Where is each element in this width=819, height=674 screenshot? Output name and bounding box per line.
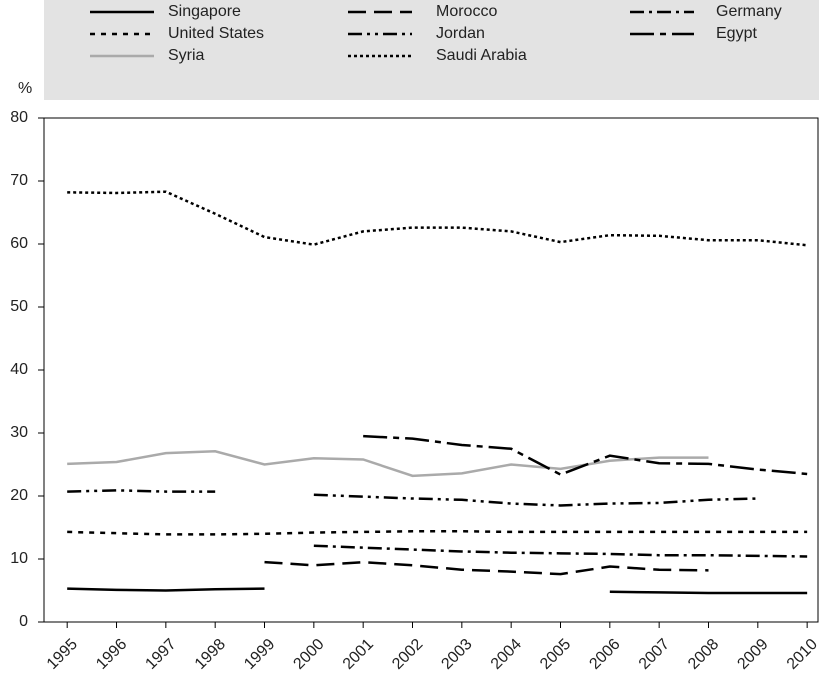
x-tick-label: 2005 xyxy=(537,636,574,673)
x-tick-label: 2008 xyxy=(685,636,722,673)
legend-label: Morocco xyxy=(436,3,497,20)
legend-label: Egypt xyxy=(716,25,757,42)
series-line xyxy=(67,190,808,247)
series-line xyxy=(264,560,709,576)
x-tick-label: 2010 xyxy=(784,636,819,673)
legend-label: Saudi Arabia xyxy=(436,47,527,64)
legend-label: United States xyxy=(168,25,264,42)
y-tick-label: 20 xyxy=(10,487,28,504)
x-tick-label: 1999 xyxy=(241,636,278,673)
x-tick-label: 2009 xyxy=(734,636,771,673)
x-tick-label: 2000 xyxy=(290,636,327,673)
x-tick-label: 2002 xyxy=(389,636,426,673)
x-tick-label: 2007 xyxy=(636,636,673,673)
x-tick-label: 2001 xyxy=(340,636,377,673)
y-axis-label: % xyxy=(18,80,32,97)
y-tick-label: 40 xyxy=(10,361,28,378)
x-tick-label: 1996 xyxy=(93,636,130,673)
legend-label: Singapore xyxy=(168,3,241,20)
y-tick-label: 60 xyxy=(10,235,28,252)
y-tick-label: 30 xyxy=(10,424,28,441)
y-tick-label: 10 xyxy=(10,550,28,567)
series-line xyxy=(67,587,808,595)
x-tick-label: 1995 xyxy=(44,636,81,673)
x-tick-label: 1998 xyxy=(192,636,229,673)
legend-label: Jordan xyxy=(436,25,485,42)
legend-box xyxy=(44,0,819,100)
y-tick-label: 80 xyxy=(10,109,28,126)
y-tick-label: 70 xyxy=(10,172,28,189)
y-tick-label: 0 xyxy=(19,613,28,630)
series-line xyxy=(67,489,758,507)
legend-label: Germany xyxy=(716,3,782,20)
x-tick-label: 1997 xyxy=(142,636,179,673)
x-tick-label: 2006 xyxy=(586,636,623,673)
x-tick-label: 2004 xyxy=(488,636,525,673)
series-line xyxy=(67,450,709,478)
series-line xyxy=(313,544,808,558)
legend-label: Syria xyxy=(168,47,205,64)
plot-frame xyxy=(43,117,819,623)
y-tick-label: 50 xyxy=(10,298,28,315)
series-line xyxy=(67,530,808,536)
x-tick-label: 2003 xyxy=(438,636,475,673)
series-line xyxy=(363,434,808,476)
